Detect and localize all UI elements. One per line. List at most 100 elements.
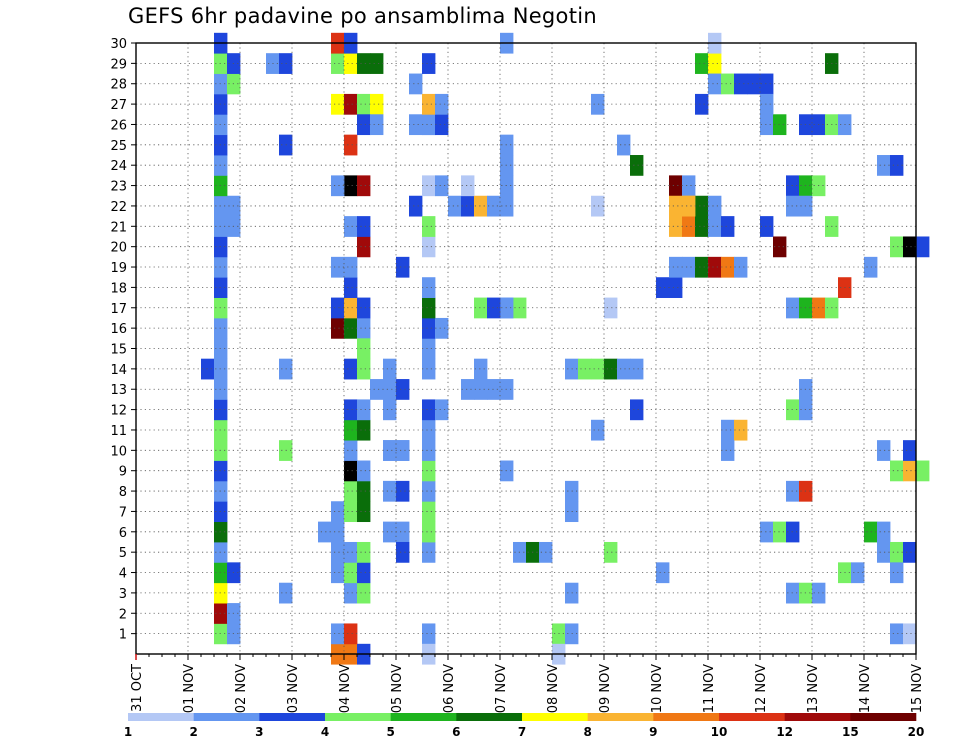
heatmap-cell — [773, 521, 787, 543]
heatmap-cell — [422, 440, 436, 461]
y-tick-label: 26 — [110, 118, 127, 133]
heatmap-cell — [474, 379, 488, 400]
heatmap-cell — [357, 562, 371, 584]
heatmap-cell — [344, 175, 358, 197]
heatmap-cell — [721, 440, 735, 461]
heatmap-cell — [383, 480, 397, 502]
y-tick-label: 16 — [110, 322, 127, 337]
heatmap-cell — [591, 419, 605, 441]
heatmap-cell — [370, 379, 384, 400]
colorbar-segment — [784, 713, 851, 721]
heatmap-cell — [344, 419, 358, 441]
heatmap-cell — [578, 358, 592, 380]
colorbar-label: 20 — [908, 725, 925, 739]
heatmap-cell — [331, 541, 345, 563]
y-tick-label: 1 — [119, 628, 127, 643]
colorbar-segment — [390, 713, 457, 721]
heatmap-cell — [721, 216, 735, 237]
heatmap-cell — [357, 297, 371, 319]
colorbar-label: 3 — [255, 725, 263, 739]
heatmap-cell — [422, 623, 436, 645]
x-tick-label: 08 NOV — [546, 664, 561, 713]
x-tick-label: 03 NOV — [286, 664, 301, 713]
y-tick-label: 4 — [119, 567, 127, 582]
heatmap-cell — [357, 460, 371, 482]
colorbar: 1 2 3 4 5 6 7 8 9 10 12 15 20 — [124, 713, 925, 739]
heatmap-cell — [344, 358, 358, 380]
heatmap-cell — [877, 541, 891, 563]
heatmap-cell — [474, 358, 488, 380]
heatmap-cell — [370, 114, 384, 136]
heatmap-cell — [344, 562, 358, 584]
heatmap-cell — [422, 480, 436, 502]
heatmap-cell — [422, 399, 436, 421]
heatmap-cell — [357, 399, 371, 421]
heatmap-cell — [448, 195, 462, 217]
heatmap-cell — [344, 256, 358, 278]
colorbar-label: 9 — [649, 725, 657, 739]
heatmap-cell — [370, 53, 384, 74]
heatmap-cell — [396, 521, 410, 543]
colorbar-label: 7 — [518, 725, 526, 739]
heatmap-cell — [344, 277, 358, 298]
heatmap-cell — [357, 175, 371, 197]
heatmap-cell — [903, 460, 917, 482]
heatmap-cell — [357, 582, 371, 604]
heatmap-cell — [331, 562, 345, 584]
heatmap-cell — [370, 93, 384, 115]
y-tick-label: 7 — [119, 505, 127, 520]
heatmap-cell — [357, 317, 371, 339]
heatmap-cell — [604, 541, 618, 563]
y-tick-label: 5 — [119, 546, 127, 561]
heatmap-cell — [604, 358, 618, 380]
heatmap-cell — [422, 297, 436, 319]
x-tick-label: 01 NOV — [182, 664, 197, 713]
heatmap-cell — [591, 195, 605, 217]
heatmap-cell — [422, 216, 436, 237]
heatmap-cell — [357, 358, 371, 380]
heatmap-cell — [435, 399, 449, 421]
y-tick-label: 14 — [110, 363, 127, 378]
heatmap-cell — [656, 277, 670, 298]
heatmap-cell — [331, 175, 345, 197]
y-tick-label: 10 — [110, 444, 127, 459]
heatmap-cell — [344, 541, 358, 563]
y-tick-label: 21 — [110, 220, 127, 235]
heatmap-cell — [357, 501, 371, 523]
heatmap-cell — [357, 53, 371, 74]
heatmap-cell — [357, 480, 371, 502]
y-tick-label: 30 — [110, 37, 127, 52]
heatmap-cell — [591, 358, 605, 380]
heatmap-cell — [409, 114, 423, 136]
heatmap-cell — [422, 358, 436, 380]
heatmap-cell — [435, 175, 449, 197]
heatmap-cell — [630, 155, 644, 176]
x-tick-label: 15 NOV — [910, 664, 925, 713]
y-tick-label: 25 — [110, 139, 127, 154]
colorbar-segment — [259, 713, 326, 721]
heatmap-cell — [487, 379, 501, 400]
heatmap-cell — [695, 195, 709, 217]
colorbar-segment — [587, 713, 654, 721]
heatmap-cell — [903, 541, 917, 563]
grid-lines — [136, 42, 916, 654]
heatmap-cell — [617, 134, 631, 156]
heatmap-cell — [903, 236, 917, 258]
heatmap-cell — [773, 236, 787, 258]
heatmap-cell — [422, 175, 436, 197]
x-tick-label: 06 NOV — [442, 664, 457, 713]
heatmap-cell — [396, 541, 410, 563]
heatmap-cell — [331, 521, 345, 543]
y-tick-label: 17 — [110, 302, 127, 317]
heatmap-cell — [331, 317, 345, 339]
heatmap-cell — [695, 53, 709, 74]
y-tick-label: 20 — [110, 241, 127, 256]
colorbar-label: 2 — [189, 725, 197, 739]
y-tick-label: 3 — [119, 587, 127, 602]
x-tick-label: 04 NOV — [338, 664, 353, 713]
x-tick-label: 05 NOV — [390, 664, 405, 713]
x-tick-label: 14 NOV — [858, 664, 873, 713]
y-tick-label: 24 — [110, 159, 127, 174]
heatmap-cell — [864, 521, 878, 543]
heatmap-cell — [877, 440, 891, 461]
